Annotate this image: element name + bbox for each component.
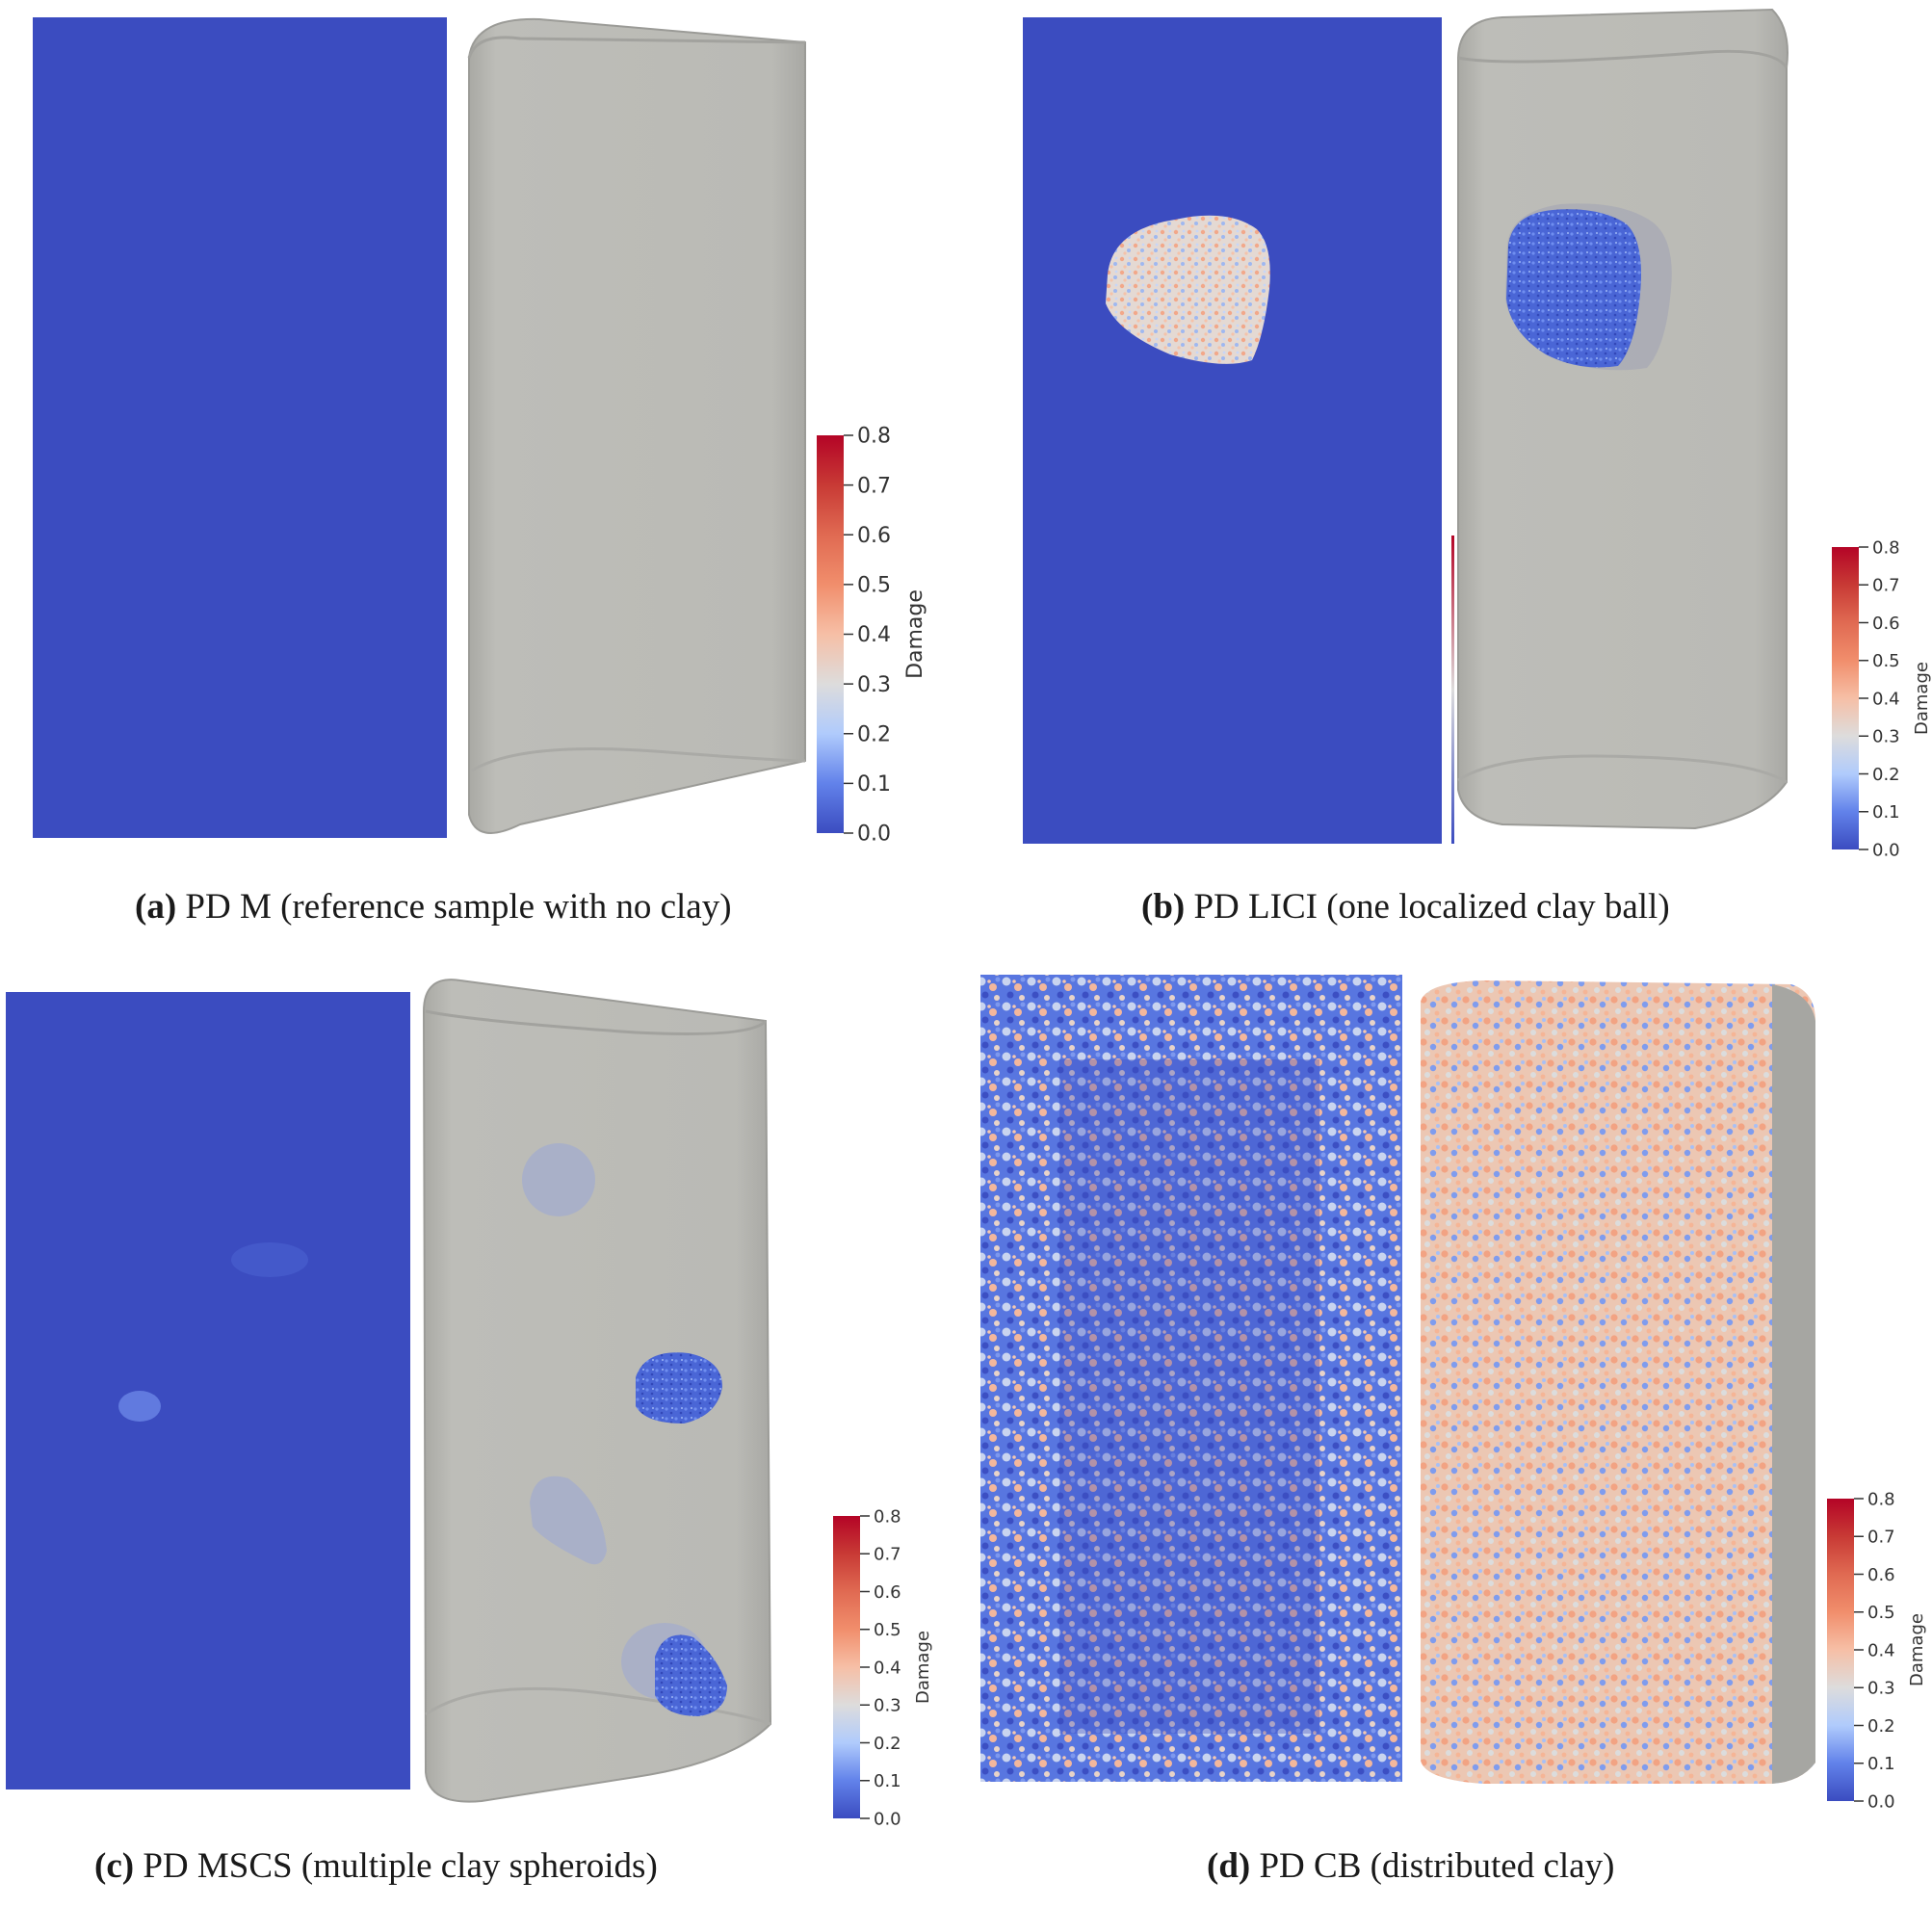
caption-c-label: (c) bbox=[94, 1846, 135, 1886]
colorbar-d: 0.0 0.1 0.2 0.3 0.4 0.5 0.6 0.7 0.8 Damage bbox=[1827, 1489, 1927, 1812]
clay-ball-b bbox=[1106, 215, 1270, 364]
colorbar-tick-label: 0.5 bbox=[1872, 651, 1900, 671]
colorbar-tick-label: 0.8 bbox=[1867, 1489, 1895, 1509]
clay-ball-b-3d-front bbox=[1506, 209, 1641, 368]
colorbar-tick-label: 0.5 bbox=[857, 574, 891, 598]
caption-a-text: PD M (reference sample with no clay) bbox=[176, 887, 732, 927]
colorbar-gradient bbox=[817, 435, 844, 833]
colorbar-tick-label: 0.0 bbox=[874, 1809, 901, 1829]
colorbar-tick-label: 0.7 bbox=[857, 474, 891, 498]
caption-b-label: (b) bbox=[1141, 887, 1186, 927]
clay-trace-c2 bbox=[118, 1391, 161, 1422]
colorbar-tick-label: 0.5 bbox=[874, 1620, 901, 1640]
clay-spheroid-c3 bbox=[530, 1476, 607, 1565]
colorbar-gradient bbox=[1827, 1499, 1854, 1801]
caption-a: (a) PD M (reference sample with no clay) bbox=[135, 886, 732, 927]
colorbar-b: 0.0 0.1 0.2 0.3 0.4 0.5 0.6 0.7 0.8 Damage bbox=[1832, 537, 1932, 860]
caption-b-text: PD LICI (one localized clay ball) bbox=[1185, 887, 1670, 927]
vertical-bar-b bbox=[1451, 536, 1454, 844]
shell-a bbox=[468, 17, 806, 834]
colorbar-tick-label: 0.4 bbox=[857, 623, 891, 647]
cross-section-c bbox=[6, 992, 410, 1789]
colorbar-tick-label: 0.7 bbox=[874, 1545, 901, 1565]
caption-c-text: PD MSCS (multiple clay spheroids) bbox=[134, 1846, 658, 1886]
colorbar-tick-label: 0.2 bbox=[857, 722, 891, 746]
colorbar-tick-label: 0.6 bbox=[874, 1582, 901, 1603]
shell-b bbox=[1457, 8, 1788, 830]
panel-a: 0.0 0.1 0.2 0.3 0.4 0.5 0.6 0.7 0.8 Damage bbox=[33, 17, 927, 847]
colorbar-tick-label: 0.5 bbox=[1867, 1603, 1895, 1623]
clay-spheroid-c4 bbox=[655, 1634, 727, 1716]
caption-b: (b) PD LICI (one localized clay ball) bbox=[1141, 886, 1670, 927]
shell-d bbox=[1421, 980, 1815, 1784]
clay-trace-c1 bbox=[231, 1242, 308, 1277]
cross-section-a bbox=[33, 17, 447, 838]
colorbar-tick-label: 0.7 bbox=[1867, 1528, 1895, 1548]
panel-d: 0.0 0.1 0.2 0.3 0.4 0.5 0.6 0.7 0.8 Damage bbox=[980, 975, 1927, 1812]
colorbar-tick-label: 0.6 bbox=[1867, 1565, 1895, 1585]
colorbar-tick-label: 0.8 bbox=[874, 1506, 901, 1527]
colorbar-tick-label: 0.3 bbox=[1872, 727, 1900, 747]
caption-d-label: (d) bbox=[1207, 1846, 1251, 1886]
colorbar-tick-label: 0.2 bbox=[1872, 765, 1900, 785]
shell-d-edge bbox=[1772, 984, 1815, 1784]
shell-c bbox=[422, 979, 772, 1803]
colorbar-tick-label: 0.3 bbox=[1867, 1679, 1895, 1699]
colorbar-tick-label: 0.1 bbox=[874, 1771, 901, 1791]
colorbar-title: Damage bbox=[913, 1631, 933, 1704]
colorbar-tick-label: 0.4 bbox=[1872, 689, 1900, 709]
cross-section-b bbox=[1023, 17, 1442, 844]
colorbar-tick-label: 0.2 bbox=[874, 1734, 901, 1754]
colorbar-title: Damage bbox=[903, 589, 927, 679]
caption-d: (d) PD CB (distributed clay) bbox=[1207, 1845, 1614, 1887]
colorbar-a: 0.0 0.1 0.2 0.3 0.4 0.5 0.6 0.7 0.8 Damage bbox=[817, 425, 927, 847]
colorbar-gradient bbox=[833, 1516, 860, 1818]
colorbar-tick-label: 0.0 bbox=[1872, 840, 1900, 860]
colorbar-tick-label: 0.3 bbox=[874, 1696, 901, 1716]
panel-c: 0.0 0.1 0.2 0.3 0.4 0.5 0.6 0.7 0.8 Damage bbox=[6, 979, 933, 1829]
clay-spheroid-c2 bbox=[636, 1352, 722, 1424]
colorbar-tick-label: 0.8 bbox=[857, 425, 891, 449]
panel-b: 0.0 0.1 0.2 0.3 0.4 0.5 0.6 0.7 0.8 Damage bbox=[1023, 8, 1932, 860]
colorbar-tick-label: 0.0 bbox=[857, 823, 891, 847]
colorbar-tick-label: 0.4 bbox=[874, 1658, 901, 1678]
cross-section-d bbox=[980, 975, 1402, 1782]
colorbar-tick-label: 0.6 bbox=[857, 524, 891, 548]
colorbar-tick-label: 0.2 bbox=[1867, 1716, 1895, 1737]
colorbar-tick-label: 0.4 bbox=[1867, 1640, 1895, 1660]
colorbar-tick-label: 0.3 bbox=[857, 673, 891, 697]
colorbar-title: Damage bbox=[1907, 1613, 1927, 1686]
colorbar-tick-label: 0.7 bbox=[1872, 576, 1900, 596]
colorbar-tick-label: 0.0 bbox=[1867, 1791, 1895, 1812]
colorbar-tick-label: 0.1 bbox=[1872, 802, 1900, 823]
colorbar-gradient bbox=[1832, 547, 1859, 849]
colorbar-tick-label: 0.1 bbox=[1867, 1754, 1895, 1774]
colorbar-tick-label: 0.6 bbox=[1872, 614, 1900, 634]
clay-spheroid-c1 bbox=[522, 1143, 595, 1216]
colorbar-c: 0.0 0.1 0.2 0.3 0.4 0.5 0.6 0.7 0.8 Damage bbox=[833, 1506, 933, 1829]
caption-a-label: (a) bbox=[135, 887, 177, 927]
colorbar-tick-label: 0.8 bbox=[1872, 537, 1900, 558]
colorbar-title: Damage bbox=[1912, 662, 1932, 735]
caption-d-text: PD CB (distributed clay) bbox=[1250, 1846, 1615, 1886]
colorbar-tick-label: 0.1 bbox=[857, 772, 891, 797]
caption-c: (c) PD MSCS (multiple clay spheroids) bbox=[94, 1845, 658, 1887]
